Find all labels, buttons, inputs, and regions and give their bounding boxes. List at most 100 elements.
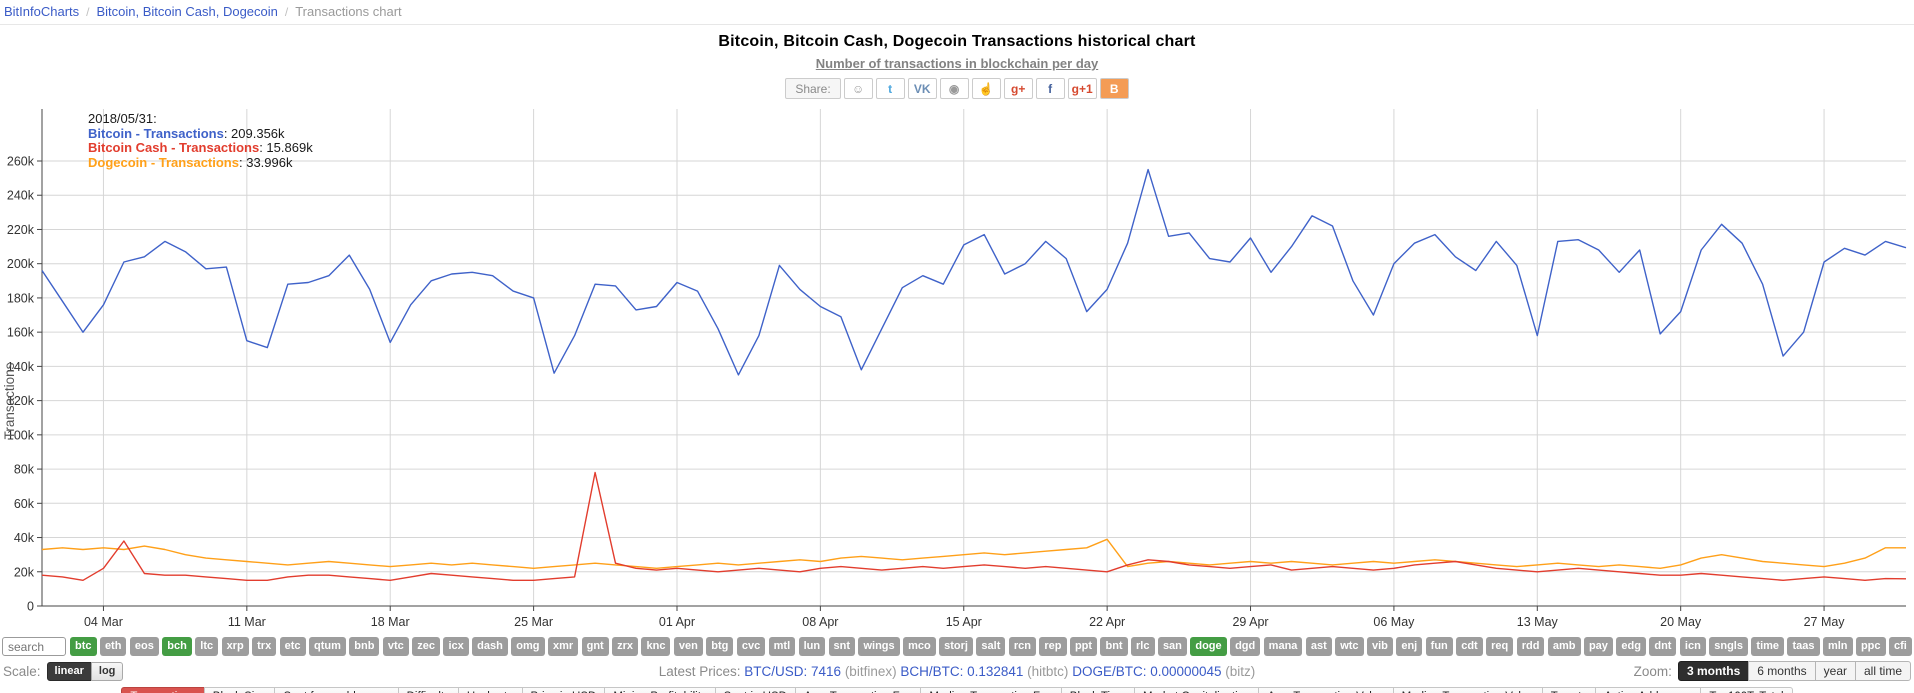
- coin-zec[interactable]: zec: [412, 637, 440, 656]
- coin-ppc[interactable]: ppc: [1855, 637, 1886, 656]
- zoom-3-months-button[interactable]: 3 months: [1677, 661, 1750, 681]
- y-axis-labels: 0 20k 40k 60k 80k 100k 120k 140k 160k 180k 200k 220…: [7, 155, 35, 614]
- coin-vtc[interactable]: vtc: [382, 637, 409, 656]
- reddit-icon[interactable]: ☺: [843, 78, 873, 99]
- breadcrumb-home-link[interactable]: BitInfoCharts: [4, 4, 80, 19]
- metric-sent-in-usd-button[interactable]: Sent in USD: [714, 687, 796, 693]
- coin-cdt[interactable]: cdt: [1456, 637, 1483, 656]
- metric-mining-profitability-button[interactable]: Mining Profitability: [604, 687, 716, 693]
- coin-mana[interactable]: mana: [1263, 637, 1303, 656]
- coin-edg[interactable]: edg: [1616, 637, 1646, 656]
- scale-linear-button[interactable]: linear: [46, 661, 92, 681]
- coin-lun[interactable]: lun: [798, 637, 826, 656]
- coin-rdd[interactable]: rdd: [1516, 637, 1545, 656]
- coin-wings[interactable]: wings: [858, 637, 900, 656]
- coin-vib[interactable]: vib: [1366, 637, 1393, 656]
- metric-avg-transaction-value-button[interactable]: Avg. Transaction Value: [1258, 687, 1394, 693]
- metric-block-time-button[interactable]: Block Time: [1060, 687, 1136, 693]
- coin-rcn[interactable]: rcn: [1008, 637, 1036, 656]
- coin-dnt[interactable]: dnt: [1649, 637, 1677, 656]
- zoom-year-button[interactable]: year: [1814, 661, 1856, 681]
- coin-mtl[interactable]: mtl: [768, 637, 796, 656]
- coin-san[interactable]: san: [1157, 637, 1187, 656]
- coin-btg[interactable]: btg: [706, 637, 734, 656]
- coin-ast[interactable]: ast: [1305, 637, 1332, 656]
- coin-dash[interactable]: dash: [472, 637, 508, 656]
- coin-bnb[interactable]: bnb: [349, 637, 380, 656]
- coin-bnt[interactable]: bnt: [1100, 637, 1128, 656]
- transactions-chart[interactable]: 0 20k 40k 60k 80k 100k 120k 140k 160k 180k 200k 220…: [0, 101, 1914, 634]
- metric-difficulty-button[interactable]: Difficulty: [397, 687, 459, 693]
- coin-rlc[interactable]: rlc: [1131, 637, 1155, 656]
- metric-median-transaction-value-button[interactable]: Median Transaction Value: [1392, 687, 1543, 693]
- coin-omg[interactable]: omg: [511, 637, 545, 656]
- scale-log-button[interactable]: log: [90, 661, 124, 681]
- coin-gnt[interactable]: gnt: [581, 637, 609, 656]
- metric-avg-transaction-fee-button[interactable]: Avg. Transaction Fee: [794, 687, 922, 693]
- coin-storj[interactable]: storj: [939, 637, 973, 656]
- breadcrumb: BitInfoCharts / Bitcoin, Bitcoin Cash, Dog…: [0, 0, 1914, 25]
- coin-icx[interactable]: icx: [443, 637, 469, 656]
- price-link-bch-btc-[interactable]: BCH/BTC: 0.132841: [900, 663, 1024, 679]
- google-plus-icon[interactable]: g+: [1003, 78, 1033, 99]
- metric-market-capitalization-button[interactable]: Market Capitalization: [1134, 687, 1260, 693]
- price-link-doge-btc-[interactable]: DOGE/BTC: 0.00000045: [1072, 663, 1222, 679]
- coin-snt[interactable]: snt: [828, 637, 856, 656]
- metric-transactions-button[interactable]: Transactions: [121, 687, 205, 693]
- coin-salt[interactable]: salt: [976, 637, 1006, 656]
- metric-active-addresses-button[interactable]: Active Addresses: [1595, 687, 1702, 693]
- coin-ven[interactable]: ven: [673, 637, 703, 656]
- coin-enj[interactable]: enj: [1396, 637, 1423, 656]
- coin-pay[interactable]: pay: [1583, 637, 1613, 656]
- coin-icn[interactable]: icn: [1679, 637, 1706, 656]
- coin-wtc[interactable]: wtc: [1335, 637, 1364, 656]
- vk-icon[interactable]: VK: [907, 78, 937, 99]
- google-plus-one-icon[interactable]: g+1: [1067, 78, 1097, 99]
- coin-cvc[interactable]: cvc: [736, 637, 766, 656]
- price-link-btc-usd-[interactable]: BTC/USD: 7416: [744, 663, 842, 679]
- coin-doge[interactable]: doge: [1190, 637, 1227, 656]
- coin-qtum[interactable]: qtum: [308, 637, 346, 656]
- coin-knc[interactable]: knc: [641, 637, 671, 656]
- metric-hashrate-button[interactable]: Hashrate: [457, 687, 523, 693]
- coin-mco[interactable]: mco: [903, 637, 936, 656]
- coin-ltc[interactable]: ltc: [195, 637, 219, 656]
- metric-top100tototal-button[interactable]: Top100ToTotal: [1700, 687, 1793, 693]
- coin-eos[interactable]: eos: [129, 637, 159, 656]
- blogger-icon[interactable]: B: [1099, 78, 1129, 99]
- coin-dgd[interactable]: dgd: [1230, 637, 1261, 656]
- zoom-all-time-button[interactable]: all time: [1854, 661, 1911, 681]
- coin-trx[interactable]: trx: [252, 637, 277, 656]
- coin-taas[interactable]: taas: [1787, 637, 1820, 656]
- metric-block-size-button[interactable]: Block Size: [203, 687, 276, 693]
- coin-btc[interactable]: btc: [70, 637, 97, 656]
- coin-cfi[interactable]: cfi: [1888, 637, 1912, 656]
- coin-zrx[interactable]: zrx: [612, 637, 639, 656]
- legend-series-name: Bitcoin Cash - Transactions: [88, 140, 260, 155]
- metric-median-transaction-fee-button[interactable]: Median Transaction Fee: [920, 687, 1062, 693]
- coin-sngls[interactable]: sngls: [1709, 637, 1748, 656]
- coin-req[interactable]: req: [1486, 637, 1514, 656]
- coin-amb[interactable]: amb: [1547, 637, 1581, 656]
- search-input[interactable]: [2, 637, 66, 656]
- weibo-icon[interactable]: ◉: [939, 78, 969, 99]
- facebook-icon[interactable]: f: [1035, 78, 1065, 99]
- coin-xmr[interactable]: xmr: [547, 637, 579, 656]
- coin-eth[interactable]: eth: [99, 637, 127, 656]
- subtitle-link[interactable]: Number of transactions in blockchain per…: [815, 56, 1099, 71]
- coin-etc[interactable]: etc: [279, 637, 306, 656]
- coin-time[interactable]: time: [1751, 637, 1785, 656]
- zoom-6-months-button[interactable]: 6 months: [1748, 661, 1816, 681]
- coin-ppt[interactable]: ppt: [1069, 637, 1098, 656]
- breadcrumb-coins-link[interactable]: Bitcoin, Bitcoin Cash, Dogecoin: [96, 4, 278, 19]
- metric-price-in-usd-button[interactable]: Price in USD: [521, 687, 606, 693]
- coin-bch[interactable]: bch: [162, 637, 192, 656]
- metric-tweets-button[interactable]: Tweets: [1541, 687, 1597, 693]
- like-icon[interactable]: ☝: [971, 78, 1001, 99]
- coin-xrp[interactable]: xrp: [221, 637, 249, 656]
- coin-mln[interactable]: mln: [1822, 637, 1853, 656]
- metric-sent-from-addresses-button[interactable]: Sent from addresses: [274, 687, 399, 693]
- coin-fun[interactable]: fun: [1425, 637, 1453, 656]
- coin-rep[interactable]: rep: [1039, 637, 1067, 656]
- twitter-icon[interactable]: t: [875, 78, 905, 99]
